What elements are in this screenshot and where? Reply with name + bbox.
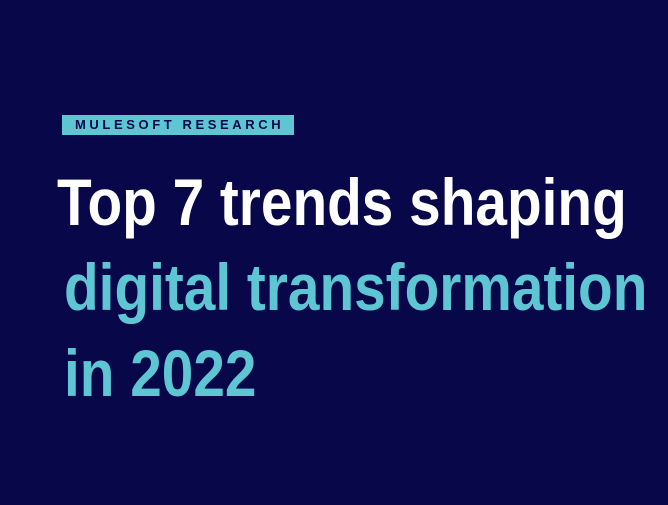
headline-line: Top 7 trends shaping bbox=[57, 165, 627, 239]
eyebrow-label: MULESOFT RESEARCH bbox=[62, 115, 295, 135]
headline-line: digital transformation bbox=[64, 250, 648, 324]
headline-line: in 2022 bbox=[64, 336, 257, 410]
